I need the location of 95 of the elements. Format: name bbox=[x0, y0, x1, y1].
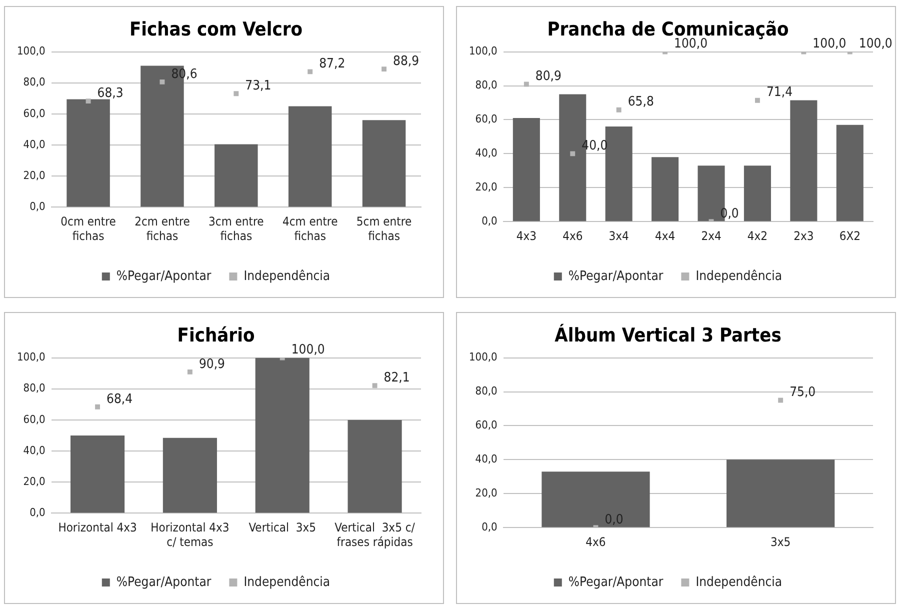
y-tick-label: 60,0 bbox=[475, 418, 498, 432]
x-tick-label: 0cm entre fichas bbox=[60, 214, 116, 243]
y-tick-label: 60,0 bbox=[23, 412, 46, 426]
y-tick-label: 20,0 bbox=[23, 168, 46, 182]
y-tick-label: 60,0 bbox=[23, 106, 46, 120]
bar bbox=[790, 100, 818, 222]
y-tick-label: 80,0 bbox=[23, 382, 46, 395]
x-tick-label: Horizontal 4x3 c/ temas bbox=[150, 520, 230, 549]
data-label: 100,0 bbox=[291, 342, 325, 358]
bar bbox=[214, 144, 258, 207]
legend-label: %Pegar/Apontar bbox=[116, 574, 212, 590]
data-label: 75,0 bbox=[790, 385, 816, 400]
data-label: 0,0 bbox=[604, 512, 624, 528]
x-tick-label: 3cm entre fichas bbox=[208, 214, 264, 243]
point bbox=[382, 66, 387, 72]
x-tick-label: 3x5 bbox=[770, 534, 791, 549]
data-label: 80,9 bbox=[535, 69, 562, 84]
y-tick-label: 20,0 bbox=[23, 474, 46, 488]
data-label: 68,3 bbox=[97, 86, 124, 101]
point bbox=[187, 369, 192, 374]
x-tick-label: 4cm entre fichas bbox=[282, 214, 338, 243]
bar bbox=[348, 420, 402, 513]
data-label: 73,1 bbox=[245, 78, 272, 94]
x-tick-label: 4x4 bbox=[654, 228, 676, 243]
x-tick-label: 6X2 bbox=[839, 228, 860, 243]
legend-label: %Pegar/Apontar bbox=[568, 574, 664, 590]
data-label: 100,0 bbox=[812, 36, 846, 52]
point bbox=[372, 383, 378, 388]
x-tick-label: 2x3 bbox=[794, 228, 814, 243]
bar bbox=[652, 157, 679, 222]
data-label: 68,4 bbox=[106, 392, 133, 407]
bar bbox=[512, 118, 540, 222]
y-tick-label: 0,0 bbox=[482, 520, 498, 534]
bar bbox=[744, 166, 771, 222]
x-tick-label: 2cm entre fichas bbox=[134, 214, 190, 243]
y-tick-label: 20,0 bbox=[475, 486, 498, 500]
point bbox=[86, 98, 91, 104]
bar bbox=[836, 124, 864, 222]
x-tick-label: 4x2 bbox=[747, 228, 768, 243]
y-tick-label: 40,0 bbox=[475, 452, 498, 466]
bar bbox=[66, 99, 110, 207]
legend-label: %Pegar/Apontar bbox=[116, 268, 212, 284]
point bbox=[570, 151, 576, 156]
point bbox=[616, 107, 622, 112]
x-tick-label: 3x4 bbox=[608, 228, 630, 243]
y-tick-label: 40,0 bbox=[23, 444, 46, 457]
point bbox=[308, 69, 313, 74]
y-tick-label: 100,0 bbox=[16, 350, 46, 364]
y-tick-label: 40,0 bbox=[23, 138, 46, 151]
y-tick-label: 40,0 bbox=[475, 146, 498, 160]
bar bbox=[255, 358, 310, 513]
y-tick-label: 60,0 bbox=[475, 112, 498, 126]
point bbox=[160, 79, 165, 84]
bar bbox=[288, 106, 332, 207]
y-tick-label: 0,0 bbox=[482, 214, 498, 228]
data-label: 88,9 bbox=[393, 54, 420, 69]
bar bbox=[70, 436, 125, 513]
x-tick-label: 4x6 bbox=[562, 228, 583, 243]
data-label: 82,1 bbox=[384, 370, 410, 386]
point bbox=[755, 98, 760, 103]
chart-title: Fichas com Velcro bbox=[129, 18, 303, 40]
data-label: 65,8 bbox=[628, 94, 654, 110]
data-label: 100,0 bbox=[858, 36, 892, 52]
y-tick-label: 100,0 bbox=[16, 44, 46, 58]
chart-title: Álbum Vertical 3 Partes bbox=[554, 323, 782, 346]
x-tick-label: 5cm entre fichas bbox=[356, 214, 412, 243]
data-label: 71,4 bbox=[766, 85, 793, 100]
legend-label: Independência bbox=[244, 574, 330, 590]
bar bbox=[362, 120, 406, 207]
y-tick-label: 100,0 bbox=[468, 350, 498, 364]
point bbox=[524, 82, 529, 87]
bar bbox=[162, 438, 217, 513]
y-tick-label: 0,0 bbox=[30, 506, 46, 520]
x-tick-label: 4x6 bbox=[586, 534, 606, 549]
bar bbox=[605, 126, 632, 222]
point bbox=[95, 404, 100, 410]
legend-label: Independência bbox=[244, 268, 330, 284]
x-tick-label: 4x3 bbox=[516, 228, 536, 243]
y-tick-label: 80,0 bbox=[475, 78, 498, 92]
data-label: 90,9 bbox=[198, 356, 225, 372]
y-tick-label: 0,0 bbox=[30, 200, 46, 214]
x-tick-label: Horizontal 4x3 bbox=[58, 520, 137, 535]
chart-title: Fichário bbox=[177, 324, 255, 346]
y-tick-label: 20,0 bbox=[475, 180, 498, 194]
legend-label: Independência bbox=[696, 268, 782, 284]
x-tick-label: Vertical 3x5 bbox=[248, 520, 316, 535]
y-tick-label: 100,0 bbox=[468, 44, 498, 58]
y-tick-label: 80,0 bbox=[475, 384, 498, 398]
legend-label: Independência bbox=[696, 574, 782, 590]
point bbox=[234, 91, 239, 96]
x-tick-label: Vertical 3x5 c/ frases rápidas bbox=[334, 520, 416, 549]
data-label: 87,2 bbox=[319, 56, 346, 72]
legend-label: %Pegar/Apontar bbox=[568, 268, 664, 284]
x-tick-label: 2x4 bbox=[701, 228, 722, 243]
y-tick-label: 80,0 bbox=[23, 76, 46, 89]
